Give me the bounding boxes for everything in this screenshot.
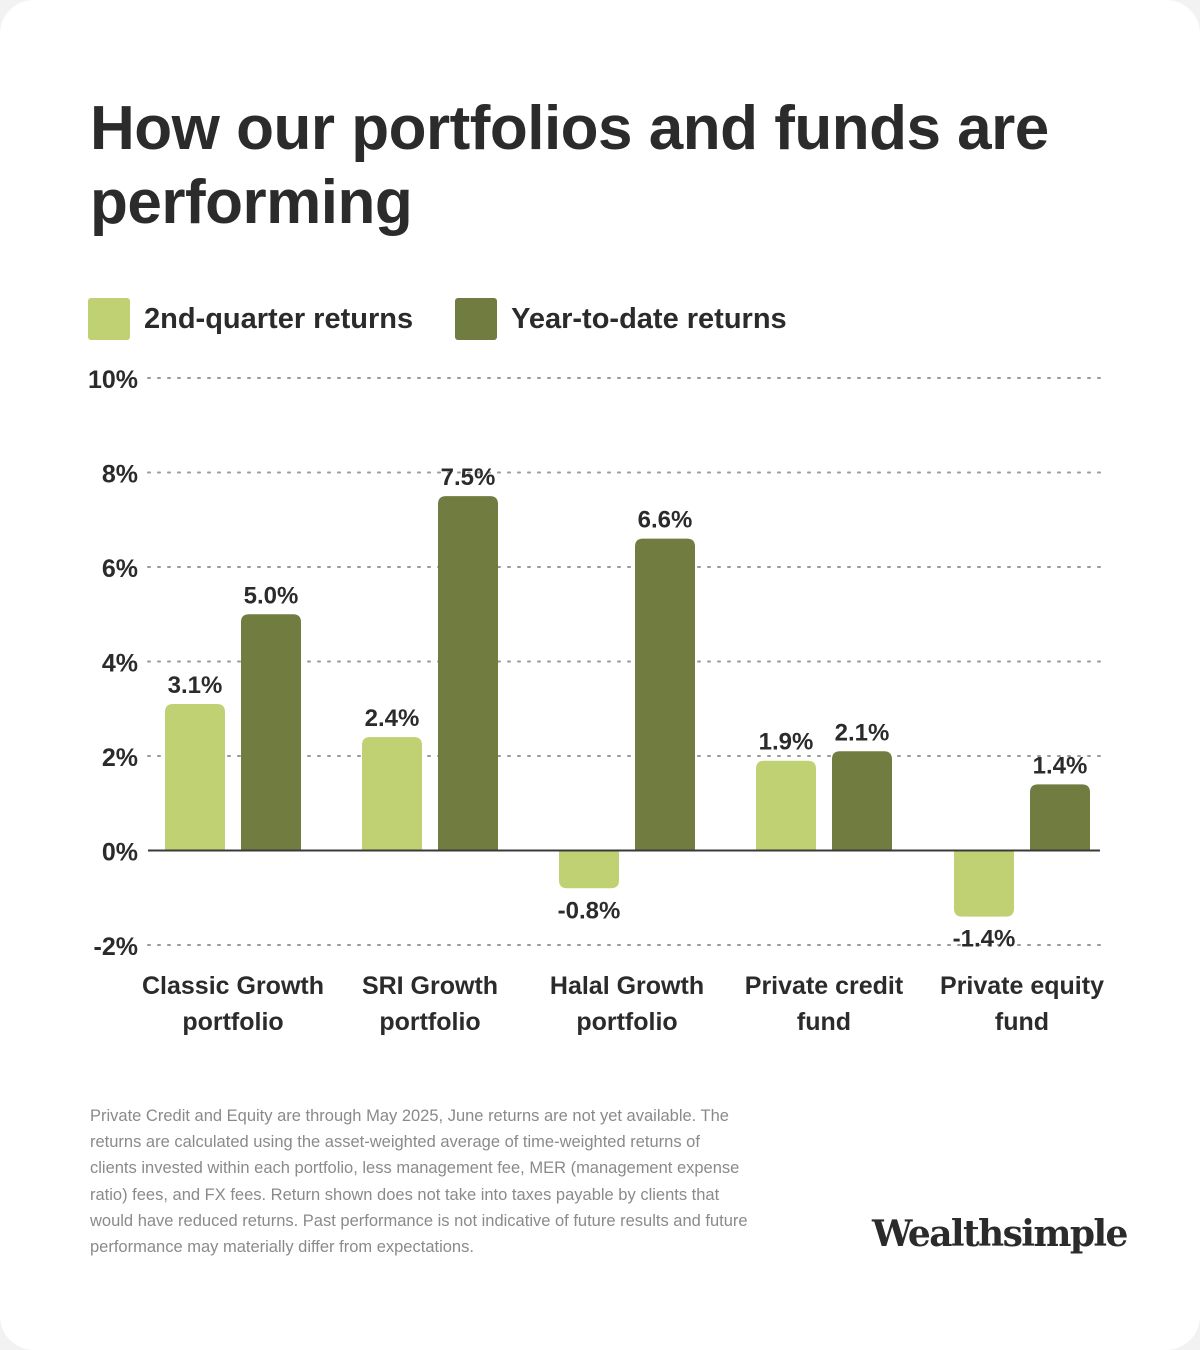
x-category-label: portfolio [379, 1008, 480, 1036]
data-label: 6.6% [638, 507, 693, 534]
legend-swatch-quarter [88, 298, 130, 340]
x-category-label: fund [797, 1008, 851, 1036]
legend-item-quarter: 2nd-quarter returns [88, 298, 413, 340]
y-tick-label: 10% [88, 366, 138, 394]
data-label: 3.1% [168, 672, 223, 699]
bar [241, 614, 301, 851]
bar [362, 737, 422, 851]
wealthsimple-logo: Wealthsimple [872, 1213, 1128, 1255]
legend-label-ytd: Year-to-date returns [511, 302, 787, 335]
x-category-label: Halal Growth [550, 972, 704, 1000]
y-tick-label: 0% [102, 839, 138, 867]
bar [954, 850, 1014, 917]
y-tick-label: 4% [102, 650, 138, 678]
data-label: -0.8% [558, 897, 621, 924]
bar [438, 496, 498, 851]
x-category-label: SRI Growth [362, 972, 498, 1000]
y-tick-label: 2% [102, 744, 138, 772]
legend-swatch-ytd [455, 298, 498, 340]
y-tick-label: 8% [102, 461, 138, 489]
data-label: 2.1% [835, 719, 890, 746]
legend-label-quarter: 2nd-quarter returns [144, 302, 414, 335]
data-label: 7.5% [441, 464, 496, 491]
y-tick-label: 6% [102, 555, 138, 583]
x-category-label: Private equity [940, 972, 1104, 1000]
bar [559, 850, 619, 889]
legend-item-ytd: Year-to-date returns [455, 298, 787, 340]
data-label: 1.9% [759, 729, 814, 756]
bar [165, 704, 225, 851]
bar [1030, 784, 1090, 851]
footnote: Private Credit and Equity are through Ma… [90, 1107, 748, 1257]
bar [756, 760, 816, 851]
chart-title: How our portfolios and funds are perform… [90, 94, 1049, 237]
data-label: 5.0% [244, 582, 299, 609]
y-tick-label: -2% [94, 933, 138, 961]
legend: 2nd-quarter returns Year-to-date returns [88, 298, 829, 340]
data-label: 1.4% [1033, 752, 1088, 779]
x-category-label: portfolio [576, 1008, 677, 1036]
data-label: 2.4% [365, 705, 420, 732]
data-label: -1.4% [953, 926, 1016, 953]
bar-chart: 10% 8% 6% 4% 2% 0% -2% 3.1% 2.4% -0.8% 1.9% -1.4% 5.… [88, 366, 1104, 1036]
bar [635, 538, 695, 851]
bar [832, 751, 892, 851]
x-category-label: Classic Growth [142, 972, 324, 1000]
x-category-label: fund [995, 1008, 1049, 1036]
x-category-label: Private credit [745, 972, 904, 1000]
x-category-label: portfolio [182, 1008, 283, 1036]
